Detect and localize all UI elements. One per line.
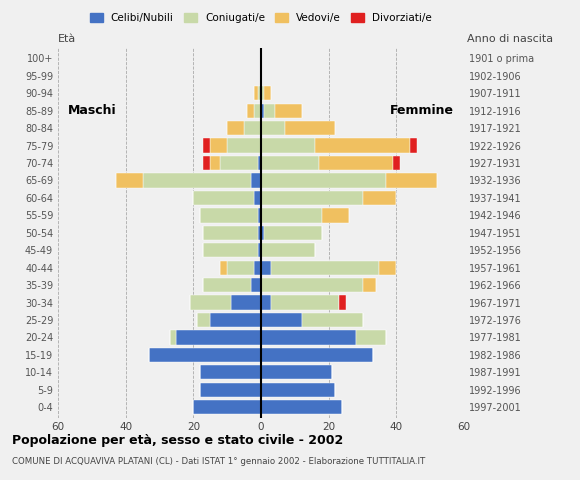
- Bar: [251, 173, 261, 188]
- Bar: [115, 173, 143, 188]
- Bar: [302, 313, 362, 327]
- Bar: [248, 104, 254, 118]
- Bar: [261, 348, 372, 362]
- Bar: [244, 121, 261, 135]
- Bar: [220, 261, 227, 275]
- Bar: [386, 173, 437, 188]
- Bar: [274, 104, 302, 118]
- Bar: [261, 156, 318, 170]
- Bar: [227, 261, 254, 275]
- Bar: [227, 139, 261, 153]
- Bar: [261, 261, 271, 275]
- Bar: [261, 383, 335, 397]
- Bar: [261, 173, 386, 188]
- Bar: [227, 121, 244, 135]
- Bar: [264, 104, 274, 118]
- Bar: [315, 139, 410, 153]
- Bar: [261, 121, 285, 135]
- Bar: [190, 295, 231, 310]
- Bar: [285, 121, 335, 135]
- Bar: [200, 365, 261, 379]
- Bar: [261, 191, 362, 205]
- Bar: [200, 383, 261, 397]
- Bar: [362, 278, 376, 292]
- Bar: [254, 86, 258, 100]
- Bar: [261, 330, 356, 345]
- Bar: [204, 226, 258, 240]
- Bar: [379, 261, 396, 275]
- Bar: [258, 86, 261, 100]
- Bar: [339, 295, 346, 310]
- Bar: [200, 208, 258, 223]
- Bar: [322, 208, 349, 223]
- Text: Età: Età: [58, 34, 76, 44]
- Text: COMUNE DI ACQUAVIVA PLATANI (CL) - Dati ISTAT 1° gennaio 2002 - Elaborazione TUT: COMUNE DI ACQUAVIVA PLATANI (CL) - Dati …: [12, 457, 425, 466]
- Bar: [197, 313, 210, 327]
- Bar: [261, 313, 302, 327]
- Bar: [261, 226, 264, 240]
- Bar: [254, 191, 261, 205]
- Bar: [410, 139, 416, 153]
- Bar: [193, 400, 261, 414]
- Text: Anno di nascita: Anno di nascita: [467, 34, 553, 44]
- Bar: [261, 365, 332, 379]
- Bar: [258, 208, 261, 223]
- Bar: [261, 208, 322, 223]
- Bar: [393, 156, 400, 170]
- Bar: [254, 104, 261, 118]
- Text: Popolazione per età, sesso e stato civile - 2002: Popolazione per età, sesso e stato civil…: [12, 434, 343, 447]
- Bar: [204, 243, 258, 257]
- Text: Maschi: Maschi: [68, 104, 117, 117]
- Bar: [264, 226, 322, 240]
- Bar: [261, 278, 362, 292]
- Bar: [362, 191, 396, 205]
- Bar: [220, 156, 258, 170]
- Bar: [210, 156, 220, 170]
- Bar: [193, 191, 254, 205]
- Text: Femmine: Femmine: [390, 104, 454, 117]
- Bar: [210, 139, 227, 153]
- Bar: [150, 348, 261, 362]
- Bar: [261, 86, 264, 100]
- Bar: [231, 295, 261, 310]
- Bar: [261, 400, 342, 414]
- Bar: [264, 86, 271, 100]
- Bar: [271, 295, 339, 310]
- Bar: [261, 104, 264, 118]
- Bar: [204, 156, 210, 170]
- Bar: [258, 226, 261, 240]
- Bar: [204, 139, 210, 153]
- Bar: [169, 330, 176, 345]
- Bar: [254, 261, 261, 275]
- Bar: [356, 330, 386, 345]
- Legend: Celibi/Nubili, Coniugati/e, Vedovi/e, Divorziati/e: Celibi/Nubili, Coniugati/e, Vedovi/e, Di…: [86, 9, 436, 27]
- Bar: [258, 156, 261, 170]
- Bar: [204, 278, 251, 292]
- Bar: [261, 243, 315, 257]
- Bar: [258, 243, 261, 257]
- Bar: [261, 295, 271, 310]
- Bar: [251, 278, 261, 292]
- Bar: [176, 330, 261, 345]
- Bar: [143, 173, 251, 188]
- Bar: [261, 139, 315, 153]
- Bar: [318, 156, 393, 170]
- Bar: [210, 313, 261, 327]
- Bar: [271, 261, 379, 275]
